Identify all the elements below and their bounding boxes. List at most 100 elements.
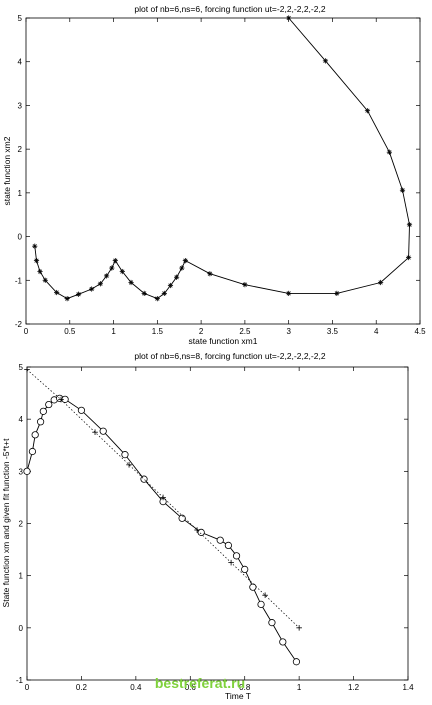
data-point-circle (23, 467, 31, 475)
y-tick-label: 0 (18, 233, 23, 242)
data-point-asterisk (154, 296, 160, 302)
y-tick-label: 3 (18, 101, 23, 110)
plot2-y-axis-label: State function xm and given fit function… (1, 438, 11, 608)
data-point-asterisk (179, 265, 185, 271)
data-point-asterisk (54, 289, 60, 296)
plot2-x-axis-label: Time T (225, 691, 251, 701)
data-point-circle (121, 451, 129, 459)
data-point-plus (194, 527, 200, 533)
series-line-0 (26, 397, 297, 662)
data-point-asterisk (37, 268, 43, 275)
x-tick-label: 0.6 (185, 683, 197, 692)
watermark-text: bestreferat.ru (155, 675, 245, 691)
data-point-asterisk (64, 296, 70, 302)
data-point-circle (216, 536, 224, 544)
data-point-asterisk (386, 149, 392, 155)
data-point-asterisk (378, 279, 384, 286)
y-tick-label: 2 (19, 520, 24, 529)
x-tick-label: 0.8 (239, 683, 251, 692)
series-line-0 (34, 17, 410, 300)
y-tick-label: 3 (19, 467, 24, 476)
x-tick-label: 1.5 (152, 327, 164, 336)
data-point-asterisk (406, 222, 413, 228)
data-point-asterisk (97, 281, 104, 287)
data-point-asterisk (112, 258, 118, 264)
data-point-asterisk (119, 268, 125, 275)
data-point-asterisk (334, 290, 340, 296)
x-tick-label: 1.2 (348, 683, 360, 692)
data-point-plus (296, 625, 302, 631)
x-tick-label: 0.4 (130, 683, 142, 692)
x-tick-label: 1 (111, 327, 116, 336)
data-point-circle (292, 658, 301, 666)
data-point-asterisk (286, 15, 292, 21)
data-point-circle (197, 528, 205, 536)
data-point-plus (24, 366, 30, 373)
y-tick-label: 1 (18, 189, 23, 198)
data-point-asterisk (182, 258, 188, 264)
y-tick-label: -1 (15, 276, 23, 285)
data-point-asterisk (399, 187, 406, 193)
data-point-asterisk (322, 58, 329, 64)
plot-time-response: plot of nb=6,ns=8, forcing function ut=-… (1, 351, 414, 701)
y-tick-label: -1 (16, 676, 24, 685)
data-point-asterisk (141, 290, 147, 296)
plot1-y-axis-label: state function xm2 (2, 136, 12, 205)
y-tick-label: -2 (15, 320, 23, 329)
x-tick-label: 4.5 (414, 327, 426, 336)
plot2-title: plot of nb=6,ns=8, forcing function ut=-… (134, 351, 325, 361)
y-tick-label: 4 (19, 415, 24, 424)
data-point-circle (31, 431, 39, 439)
data-point-circle (77, 406, 86, 414)
data-point-asterisk (33, 258, 40, 264)
y-tick-label: 5 (18, 14, 23, 23)
data-point-plus (58, 396, 64, 403)
x-tick-label: 2 (199, 327, 204, 336)
data-point-circle (249, 583, 257, 591)
data-point-circle (99, 427, 107, 435)
data-point-plus (262, 592, 268, 599)
data-point-asterisk (75, 291, 82, 297)
data-point-circle (178, 514, 186, 522)
x-tick-label: 3 (286, 327, 291, 336)
x-tick-label: 0.5 (64, 327, 76, 336)
data-point-asterisk (161, 290, 167, 296)
data-point-asterisk (109, 265, 115, 271)
data-point-circle (224, 541, 232, 550)
data-point-plus (126, 462, 132, 468)
y-tick-label: 5 (19, 363, 24, 372)
data-point-circle (279, 638, 287, 646)
data-point-asterisk (89, 286, 95, 292)
data-point-circle (268, 619, 276, 627)
data-point-plus (160, 494, 166, 501)
x-tick-label: 0.2 (76, 683, 88, 692)
x-tick-label: 0 (25, 683, 30, 692)
data-point-circle (37, 418, 45, 426)
data-point-asterisk (286, 290, 292, 296)
data-point-circle (140, 475, 148, 483)
y-tick-label: 0 (19, 624, 24, 633)
data-point-asterisk (406, 254, 412, 261)
x-tick-label: 1.4 (402, 683, 414, 692)
plot1-x-axis-label: state function xm1 (189, 336, 258, 346)
x-tick-label: 0 (24, 327, 29, 336)
data-point-circle (241, 565, 249, 574)
data-point-circle (45, 400, 53, 409)
data-point-asterisk (242, 282, 248, 288)
data-point-asterisk (173, 274, 180, 280)
x-tick-label: 1 (297, 683, 302, 692)
plot-phase-portrait: plot of nb=6,ns=6, forcing function ut=-… (2, 4, 426, 346)
data-point-asterisk (167, 282, 174, 289)
data-point-plus (228, 559, 234, 566)
data-point-asterisk (128, 279, 134, 286)
x-tick-label: 3.5 (327, 327, 339, 336)
data-point-circle (39, 407, 47, 415)
data-point-asterisk (32, 243, 38, 249)
data-point-asterisk (207, 271, 213, 277)
data-point-plus (92, 429, 98, 436)
data-point-asterisk (364, 108, 371, 114)
data-point-circle (232, 552, 241, 560)
data-point-asterisk (42, 277, 48, 283)
plot2-axes-box (26, 366, 409, 681)
